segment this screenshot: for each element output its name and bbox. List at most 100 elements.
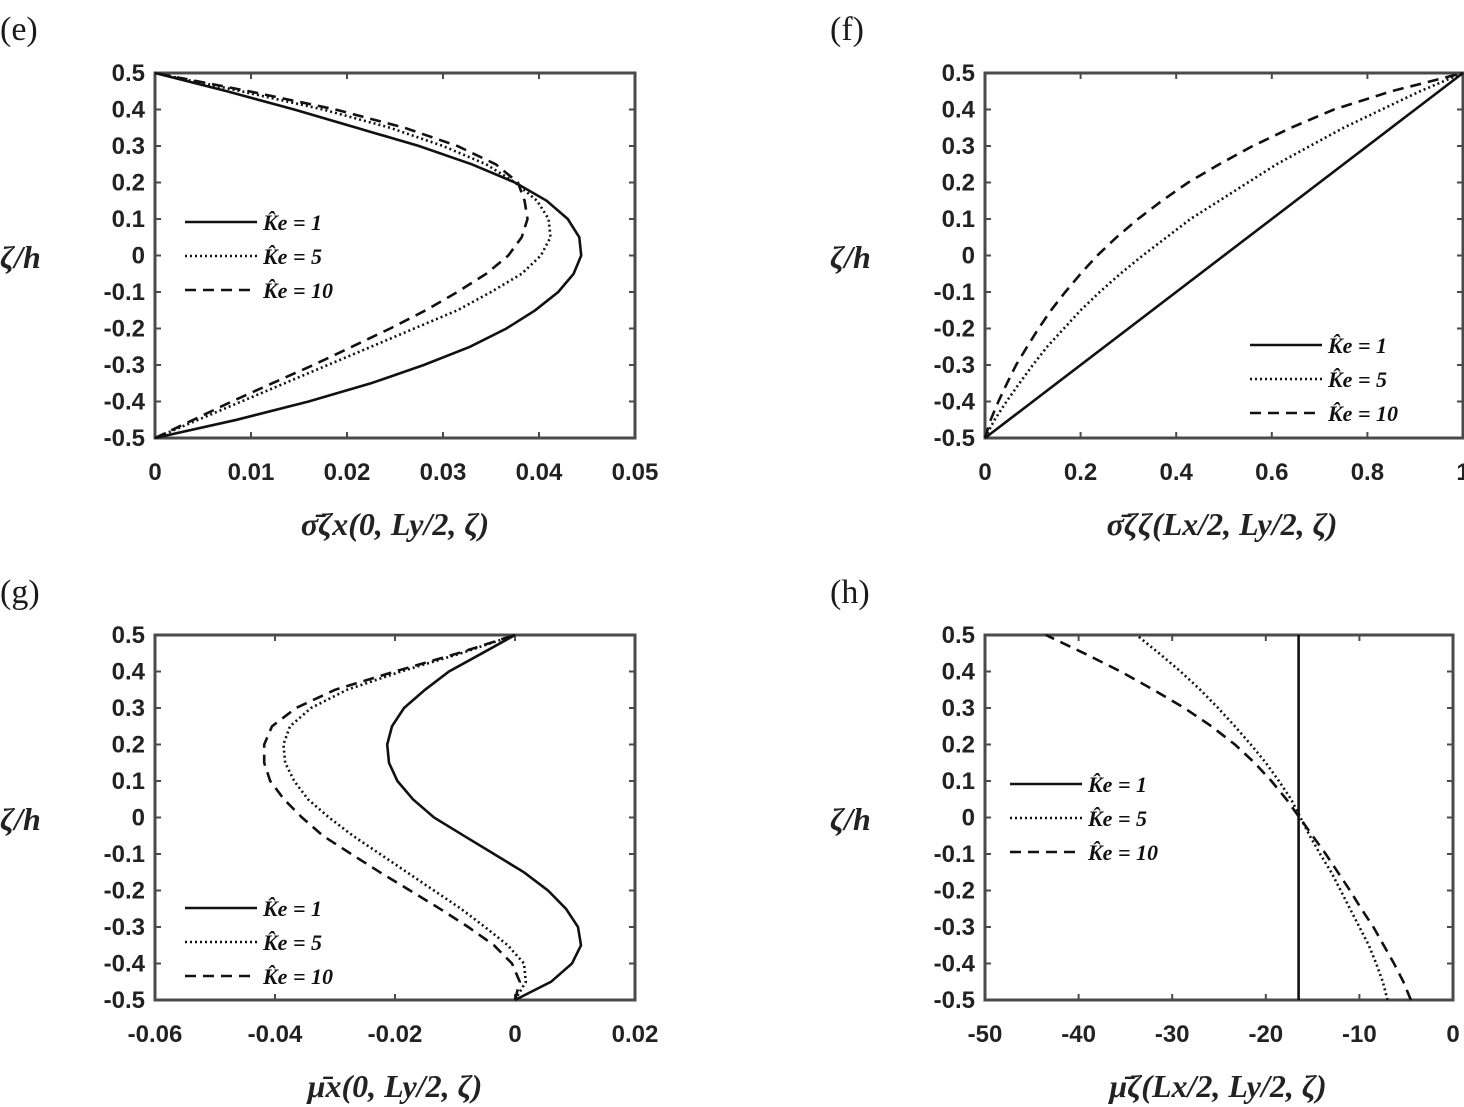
y-tick-label: 0.3	[112, 695, 145, 722]
series-line	[154, 71, 529, 440]
panel-h-letter: (h)	[830, 574, 870, 611]
x-tick-label: -0.02	[368, 1021, 423, 1048]
y-tick-label: 0.5	[112, 622, 145, 649]
panel-g: (g) -0.06 -0.04 -0.02 0 0.02 0.5 0.4 0.3 0.2 0.1 0…	[0, 574, 658, 1104]
series-line	[154, 71, 583, 440]
x-tick-label: 1	[1456, 459, 1464, 486]
panel-h: (h) -50 -40 -30 -20 -10 0 0.5 0.4 0.3 0.2 0.1 0 -0.1…	[830, 574, 1460, 1104]
y-tick-label: -0.3	[934, 914, 975, 941]
y-tick-label: -0.5	[104, 987, 145, 1014]
y-tick-label: -0.4	[104, 389, 146, 416]
y-tick-label: -0.5	[104, 425, 145, 452]
y-tick-label: 0.3	[942, 695, 975, 722]
x-tick-label: 0.4	[1160, 459, 1194, 486]
panel-g-legend: K̂e = 1 K̂e = 5 K̂e = 10	[185, 896, 333, 989]
x-tick-label: 0.02	[612, 1021, 659, 1048]
legend-entry: K̂e = 5	[1327, 367, 1387, 392]
series-line	[154, 71, 552, 440]
x-tick-label: 0	[148, 459, 161, 486]
y-tick-label: -0.5	[934, 987, 975, 1014]
legend-entry: K̂e = 1	[1087, 772, 1147, 797]
panel-g-ylabel: ζ/h	[0, 801, 41, 837]
legend-entry: K̂e = 5	[1087, 806, 1147, 831]
legend-entry: K̂e = 5	[262, 930, 322, 955]
legend-entry: K̂e = 10	[1327, 401, 1398, 426]
panel-h-legend: K̂e = 1 K̂e = 5 K̂e = 10	[1010, 772, 1158, 865]
panel-e-xlabel: σ̄ζx(0, Ly/2, ζ)	[301, 506, 489, 542]
y-tick-label: 0	[962, 805, 975, 832]
y-tick-label: 0.4	[112, 97, 146, 124]
y-tick-label: 0.1	[942, 206, 975, 233]
x-tick-label: -10	[1342, 1021, 1377, 1048]
y-tick-label: -0.2	[104, 316, 145, 343]
y-tick-label: -0.4	[934, 389, 976, 416]
y-tick-label: 0.3	[942, 133, 975, 160]
y-tick-label: -0.3	[934, 352, 975, 379]
series-line	[262, 633, 522, 1001]
x-tick-label: 0.01	[228, 459, 275, 486]
panel-e-legend: K̂e = 1 K̂e = 5 K̂e = 10	[185, 210, 333, 303]
y-tick-label: -0.2	[104, 878, 145, 905]
x-tick-label: 0	[1446, 1021, 1459, 1048]
legend-entry: K̂e = 10	[1087, 840, 1158, 865]
panel-f-ylabel: ζ/h	[830, 239, 871, 275]
x-tick-label: 0	[508, 1021, 521, 1048]
y-tick-label: 0.2	[942, 732, 975, 759]
panel-e-ylabel: ζ/h	[0, 239, 41, 275]
panel-g-xlabel: μ̄x(0, Ly/2, ζ)	[306, 1068, 483, 1104]
legend-entry: K̂e = 10	[262, 964, 333, 989]
y-tick-label: 0.1	[112, 768, 145, 795]
panel-g-letter: (g)	[0, 574, 40, 611]
panel-f-ticks: 0 0.2 0.4 0.6 0.8 1 0.5 0.4 0.3 0.2 0.1 0 -0.1 -0.2 -0…	[934, 60, 1464, 486]
panel-f-legend: K̂e = 1 K̂e = 5 K̂e = 10	[1250, 333, 1398, 426]
legend-entry: K̂e = 1	[1327, 333, 1387, 358]
panel-g-frame	[153, 633, 637, 1002]
panel-h-series	[1045, 633, 1413, 1001]
y-tick-label: 0.5	[942, 622, 975, 649]
y-tick-label: -0.5	[934, 425, 975, 452]
y-tick-label: -0.4	[104, 951, 146, 978]
x-tick-label: -50	[968, 1021, 1003, 1048]
panel-f-letter: (f)	[830, 11, 864, 48]
panel-e: (e) 0 0.01 0.02 0.03 0.04 0.05 0.5 0.4 0.3 0.2 0.1…	[0, 11, 658, 542]
y-tick-label: -0.3	[104, 352, 145, 379]
y-tick-label: -0.2	[934, 878, 975, 905]
x-tick-label: -40	[1061, 1021, 1096, 1048]
y-tick-label: -0.3	[104, 914, 145, 941]
panel-e-series	[154, 71, 583, 440]
y-tick-label: 0.2	[942, 170, 975, 197]
y-tick-label: 0	[132, 805, 145, 832]
y-tick-label: 0.1	[942, 768, 975, 795]
x-tick-label: -30	[1155, 1021, 1190, 1048]
panel-e-ticks: 0 0.01 0.02 0.03 0.04 0.050.50.40.30.20.10-0.…	[104, 60, 659, 486]
x-tick-label: 0.03	[420, 459, 467, 486]
legend-entry: K̂e = 1	[262, 896, 322, 921]
series-line	[385, 633, 583, 1002]
y-tick-label: 0.4	[942, 659, 976, 686]
panel-e-letter: (e)	[0, 11, 38, 48]
x-tick-label: 0.02	[324, 459, 371, 486]
panel-f: (f) 0 0.2 0.4 0.6 0.8 1 0.5 0.4 0.3 0.2 0.1 0 -0.1 -0…	[830, 11, 1464, 542]
y-tick-label: 0.4	[112, 659, 146, 686]
y-tick-label: 0	[132, 243, 145, 270]
y-tick-label: -0.1	[934, 279, 975, 306]
y-tick-label: -0.1	[934, 841, 975, 868]
x-tick-label: 0.05	[612, 459, 659, 486]
y-tick-label: 0.2	[112, 732, 145, 759]
series-line	[983, 71, 1464, 439]
legend-entry: K̂e = 10	[262, 278, 333, 303]
x-tick-label: 0	[978, 459, 991, 486]
legend-entry: K̂e = 1	[262, 210, 322, 235]
x-tick-label: 0.8	[1351, 459, 1384, 486]
y-tick-label: -0.2	[934, 316, 975, 343]
x-tick-label: -0.04	[248, 1021, 303, 1048]
x-tick-label: 0.04	[516, 459, 563, 486]
panel-g-ticks: -0.06 -0.04 -0.02 0 0.02 0.5 0.4 0.3 0.2 0.1 0 -0.1…	[104, 622, 659, 1048]
y-tick-label: 0.1	[112, 206, 145, 233]
panel-g-series	[262, 633, 583, 1002]
x-tick-label: -0.06	[128, 1021, 183, 1048]
x-tick-label: 0.2	[1064, 459, 1097, 486]
y-tick-label: 0.5	[112, 60, 145, 87]
series-line	[1045, 633, 1413, 1001]
y-tick-label: 0	[962, 243, 975, 270]
